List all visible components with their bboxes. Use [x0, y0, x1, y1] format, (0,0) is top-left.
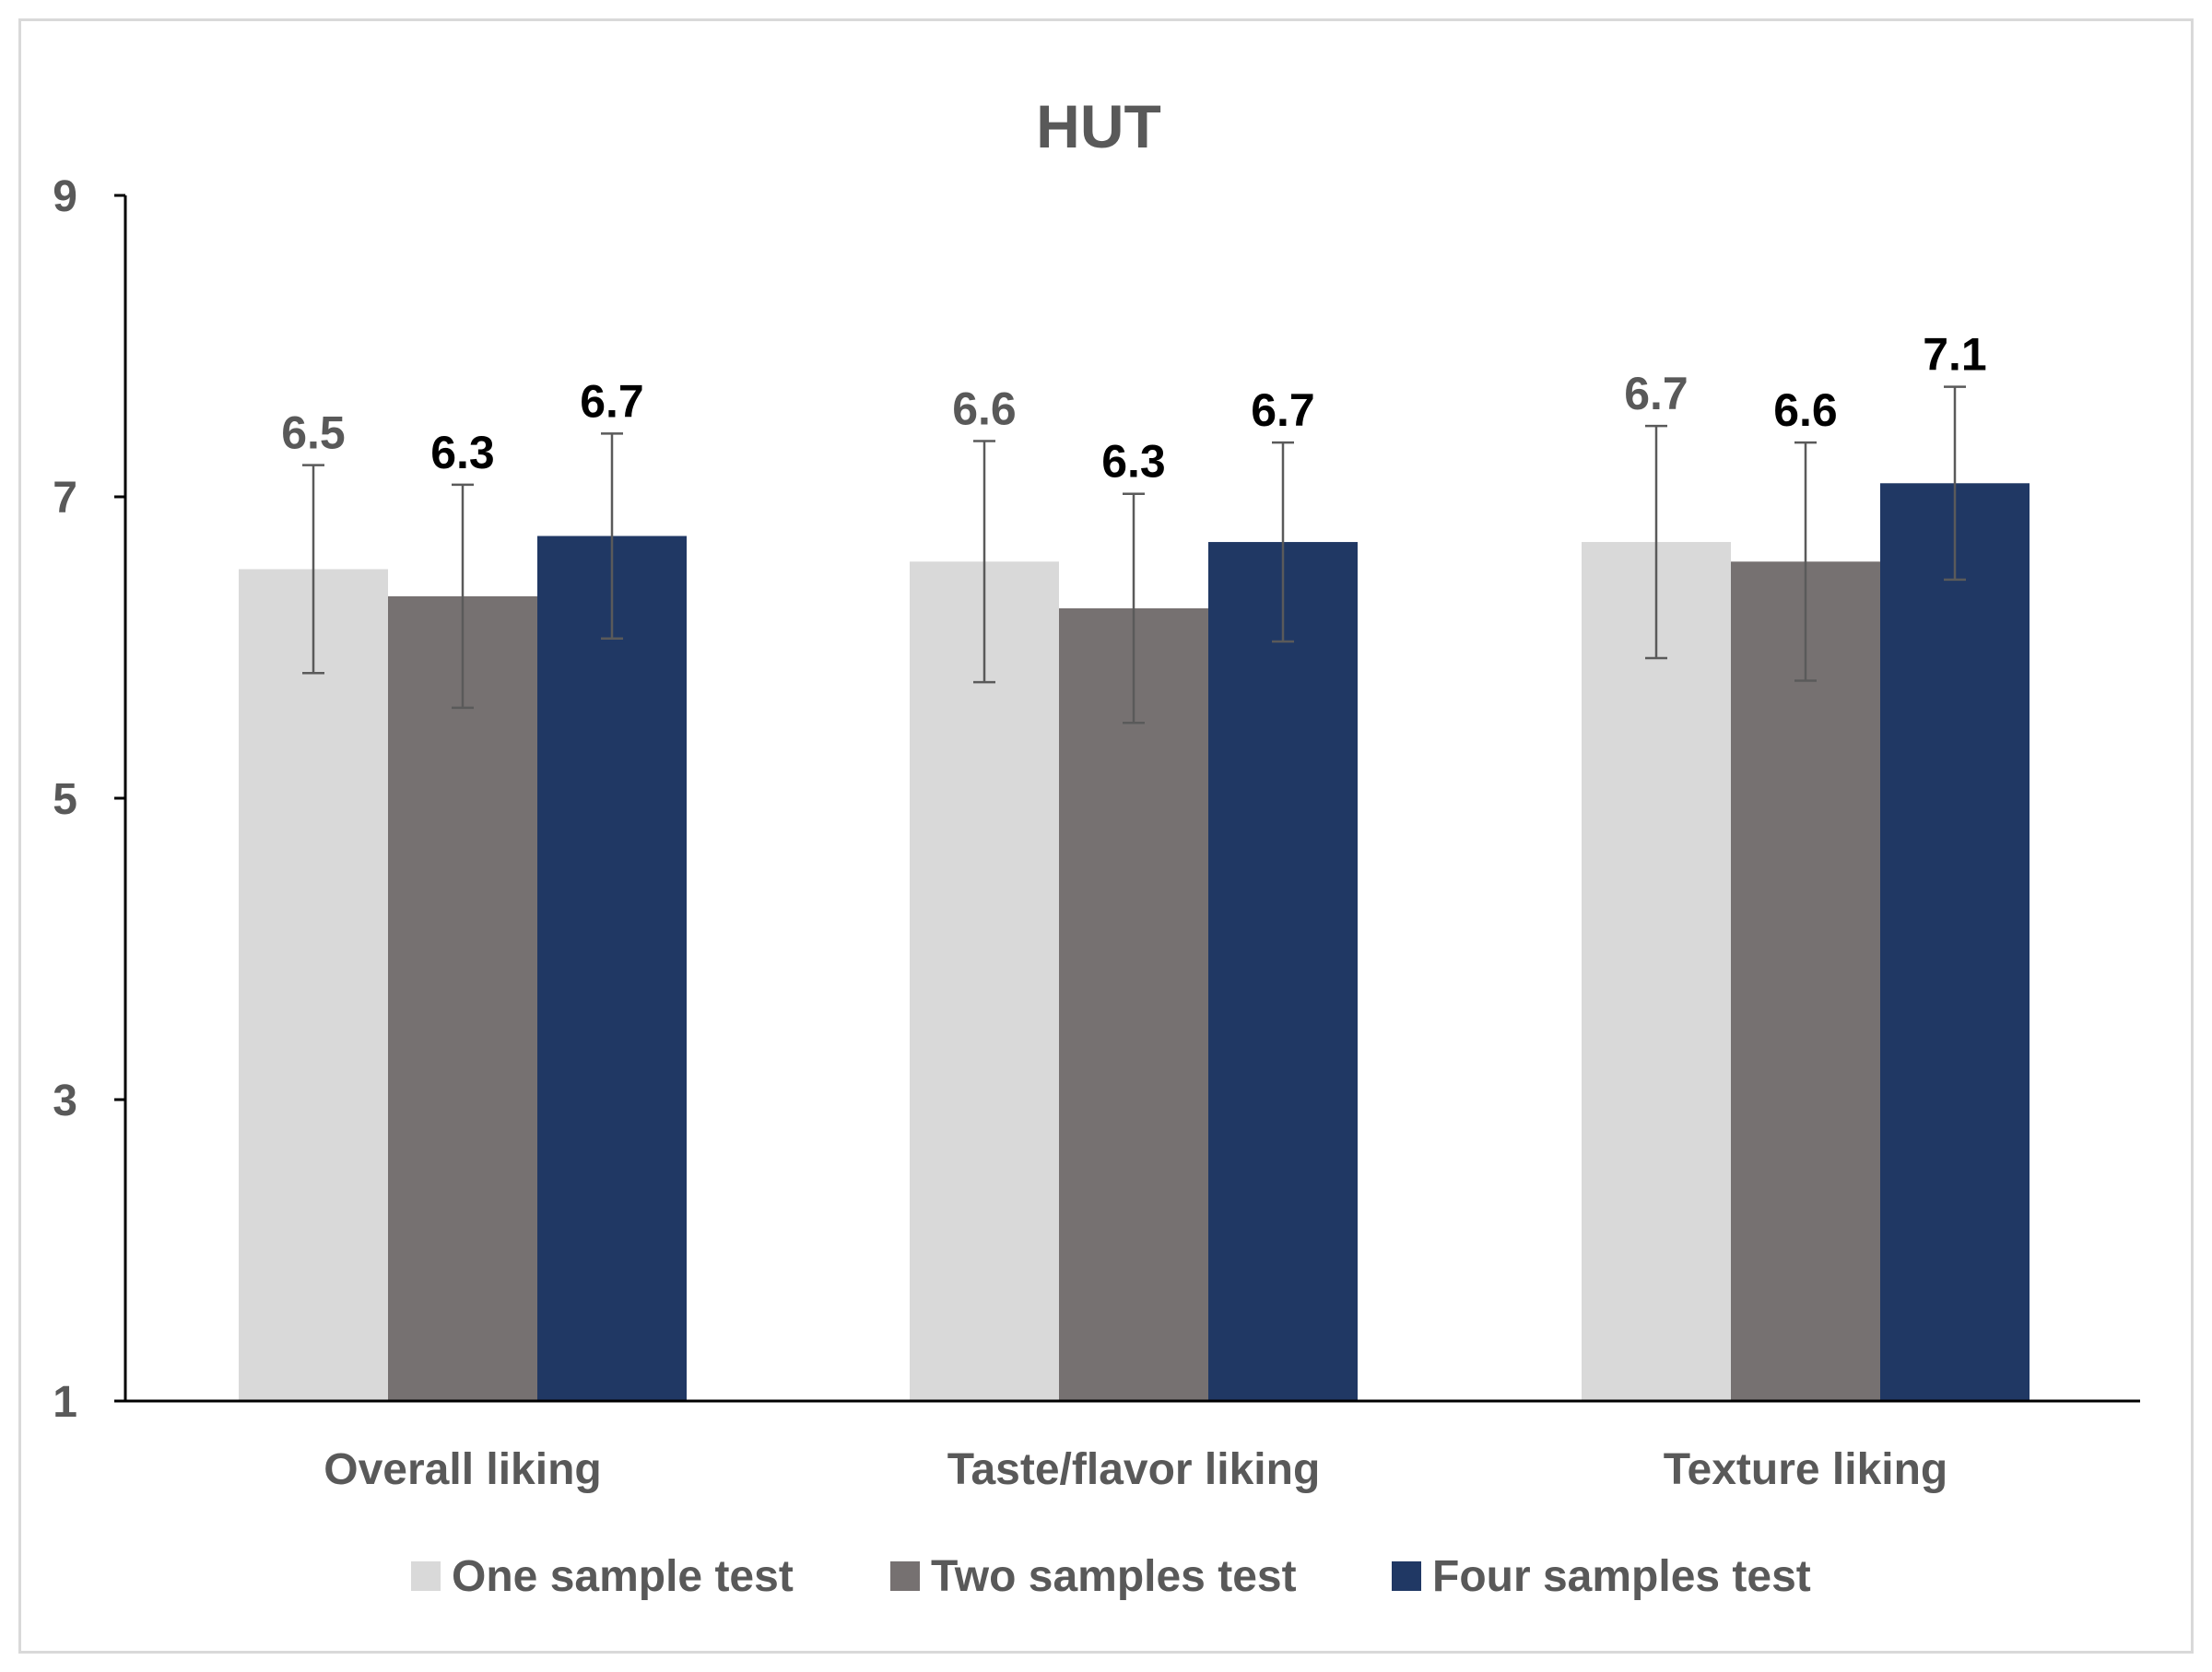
y-tick-label: 7: [53, 474, 77, 523]
legend-label-2: Two samples test: [931, 1552, 1297, 1601]
legend-swatch-3: [1392, 1561, 1421, 1591]
bar-3-2: [1208, 542, 1358, 1401]
bar-1-2: [910, 561, 1059, 1401]
legend-label-3: Four samples test: [1432, 1552, 1811, 1601]
y-tick-label: 5: [53, 775, 77, 824]
bar-3-1: [537, 536, 687, 1401]
data-label: 6.6: [952, 383, 1017, 435]
x-tick-label: Overall liking: [324, 1445, 601, 1494]
bar-3-3: [1880, 483, 2030, 1401]
data-label: 6.6: [1773, 384, 1838, 436]
bar-1-1: [239, 569, 388, 1401]
bar-2-2: [1059, 607, 1208, 1401]
x-tick-label: Texture liking: [1664, 1445, 1948, 1494]
y-tick-label: 3: [53, 1077, 77, 1125]
data-label: 7.1: [1923, 329, 1987, 381]
bar-1-3: [1582, 542, 1731, 1401]
legend-swatch-2: [890, 1561, 920, 1591]
bar-2-1: [388, 595, 537, 1401]
y-tick-label: 9: [53, 172, 77, 221]
x-tick-label: Taste/flavor liking: [947, 1445, 1321, 1494]
plot-area: 1 3 5 7 9 6.5 6.6 6.7 6.3 6.3 6.6 6.7 6.7 7.1 Overall …: [53, 172, 2140, 1494]
bar-2-3: [1731, 561, 1880, 1401]
data-label: 6.7: [1251, 384, 1315, 436]
data-label: 6.3: [1101, 436, 1166, 488]
data-label: 6.7: [580, 375, 644, 427]
data-label: 6.7: [1624, 368, 1688, 419]
legend-swatch-1: [411, 1561, 441, 1591]
chart-title: HUT: [1036, 92, 1161, 160]
y-tick-label: 1: [53, 1378, 77, 1427]
data-label: 6.5: [281, 407, 346, 459]
data-label: 6.3: [430, 427, 495, 478]
legend-label-1: One sample test: [452, 1552, 794, 1601]
legend: One sample test Two samples test Four samp…: [411, 1552, 1811, 1601]
